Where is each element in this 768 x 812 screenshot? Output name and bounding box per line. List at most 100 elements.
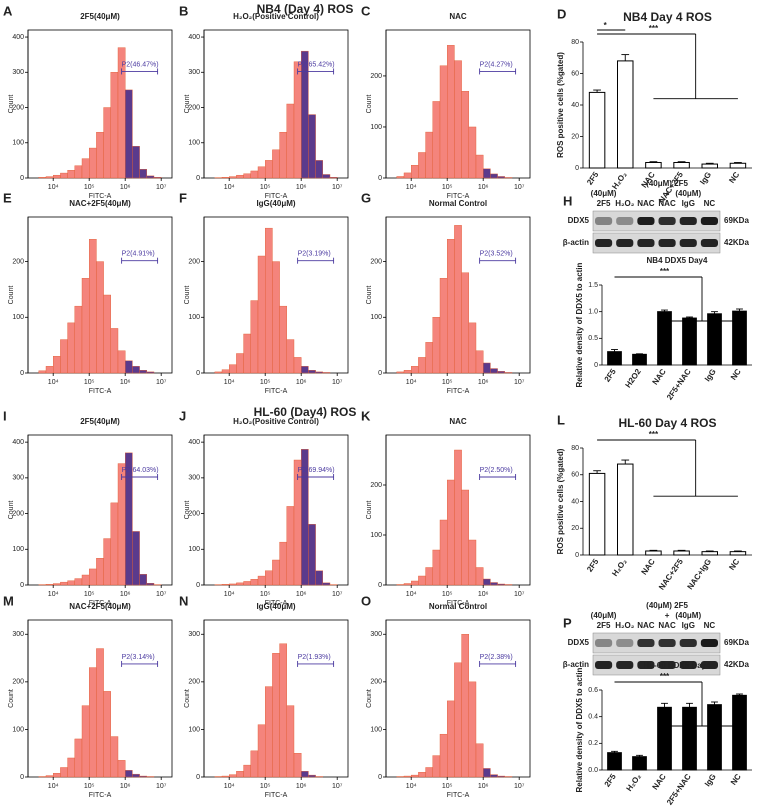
- x-tick-label: H₂O₂: [610, 557, 629, 578]
- hist-bar: [439, 733, 448, 778]
- bar: [607, 752, 622, 771]
- lane-label: +: [665, 611, 670, 620]
- hist-bar: [279, 541, 288, 586]
- band: [595, 661, 613, 669]
- lane-label: (40μM): [675, 611, 701, 620]
- x-tick-label: 10⁷: [332, 379, 343, 386]
- hist-bar: [139, 168, 148, 179]
- hist-bar: [74, 578, 83, 586]
- panel-label: O: [361, 593, 371, 608]
- hist-bar: [497, 176, 506, 179]
- gate-label: P2(46.47%): [122, 61, 159, 68]
- hist-bar: [497, 775, 506, 778]
- hist-bar: [454, 60, 462, 179]
- hist-bar: [132, 531, 140, 586]
- x-tick-label: H₂O₂: [625, 772, 644, 793]
- hist-bar: [425, 342, 434, 374]
- x-tick-label: 10⁵: [84, 783, 95, 790]
- hist-bar: [243, 581, 252, 586]
- hist-bar: [322, 582, 331, 586]
- y-tick-label: 0: [378, 582, 382, 589]
- bar: [617, 463, 634, 556]
- hist-bar: [124, 360, 133, 374]
- x-tick-label: 10⁶: [120, 184, 131, 191]
- x-tick-label: 2F5+NAC: [665, 367, 693, 402]
- y-tick-label: 0: [196, 175, 200, 182]
- chart-title: NB4 Day 4 ROS: [623, 10, 712, 24]
- hist-bar: [45, 584, 54, 586]
- y-tick-label: 0: [20, 582, 24, 589]
- hist-bar: [454, 662, 462, 778]
- hist-bar: [490, 582, 498, 586]
- x-tick-label: 10⁴: [48, 783, 59, 790]
- hist-bar: [103, 107, 111, 179]
- x-tick-label: 10⁷: [514, 379, 525, 386]
- y-tick-label: 400: [12, 34, 24, 41]
- x-tick-label: 10⁶: [120, 783, 131, 790]
- blot-row: [592, 632, 721, 654]
- hist-bar: [117, 760, 126, 778]
- gate-label: P2(64.03%): [122, 467, 159, 474]
- hist-bar: [279, 643, 288, 778]
- chart-title: 2F5(40μM): [80, 12, 120, 21]
- hist-bar: [461, 489, 470, 586]
- y-axis-label: Relative density of DDX5 to actin: [575, 667, 584, 792]
- hist-bar: [53, 174, 61, 179]
- hist-bar: [286, 705, 295, 778]
- hist-bar: [257, 575, 266, 586]
- hist-bar: [418, 152, 426, 179]
- chart-title: HL-60 Day 4 ROS: [618, 416, 716, 430]
- gate-label: P2(4.27%): [480, 61, 513, 68]
- y-axis-label: ROS positive cells (%gated): [556, 52, 565, 158]
- y-tick-label: 0: [575, 165, 579, 172]
- panel-label: J: [179, 408, 186, 423]
- chart-title: H₂O₂(Positive Control): [233, 12, 319, 21]
- bar: [657, 706, 672, 771]
- bar: [732, 694, 747, 771]
- hist-bar: [322, 372, 331, 374]
- x-tick-label: 10⁷: [514, 591, 525, 598]
- x-tick-label: 10⁵: [84, 184, 95, 191]
- hist-bar: [265, 227, 273, 374]
- chart-title: NAC: [449, 12, 467, 21]
- x-tick-label: 10⁴: [406, 184, 417, 191]
- hist-bar: [308, 370, 316, 374]
- x-tick-label: H₂O₂: [610, 170, 629, 191]
- hist-bar: [67, 322, 75, 374]
- x-tick-label: 10⁶: [296, 783, 307, 790]
- hist-bar: [475, 567, 484, 586]
- hist-bar: [146, 583, 155, 586]
- hist-bar: [110, 736, 119, 778]
- x-tick-label: 10⁶: [478, 379, 489, 386]
- hist-bar: [272, 559, 280, 586]
- hist-bar: [38, 177, 47, 179]
- hist-bar: [117, 350, 126, 374]
- bar: [732, 310, 747, 366]
- lane-label: (40μM) 2F5: [646, 601, 688, 610]
- hist-bar: [439, 65, 448, 179]
- hist-bar: [60, 581, 68, 586]
- lane-label: 2F5: [597, 621, 611, 630]
- hist-bar: [454, 225, 462, 374]
- hist-bar: [425, 767, 434, 778]
- band: [616, 661, 634, 669]
- panel-label: P: [563, 615, 572, 630]
- x-tick-label: NAC: [651, 367, 668, 387]
- size-label: 69KDa: [724, 638, 749, 647]
- y-tick-label: 300: [12, 69, 24, 76]
- band: [595, 217, 613, 225]
- x-tick-label: 2F5+NAC: [665, 772, 693, 807]
- hist-bar: [243, 173, 252, 179]
- panel-label: B: [179, 3, 188, 18]
- lane-label: (40μM) 2F5: [646, 179, 688, 188]
- bar: [682, 317, 697, 366]
- y-axis-label: Count: [8, 95, 15, 114]
- panel-label: N: [179, 593, 188, 608]
- hist-bar: [403, 775, 412, 778]
- hist-bar: [103, 691, 111, 778]
- y-tick-label: 0.5: [588, 335, 598, 342]
- band: [679, 239, 697, 247]
- y-tick-label: 0.2: [588, 740, 598, 747]
- hist-bar: [418, 357, 426, 374]
